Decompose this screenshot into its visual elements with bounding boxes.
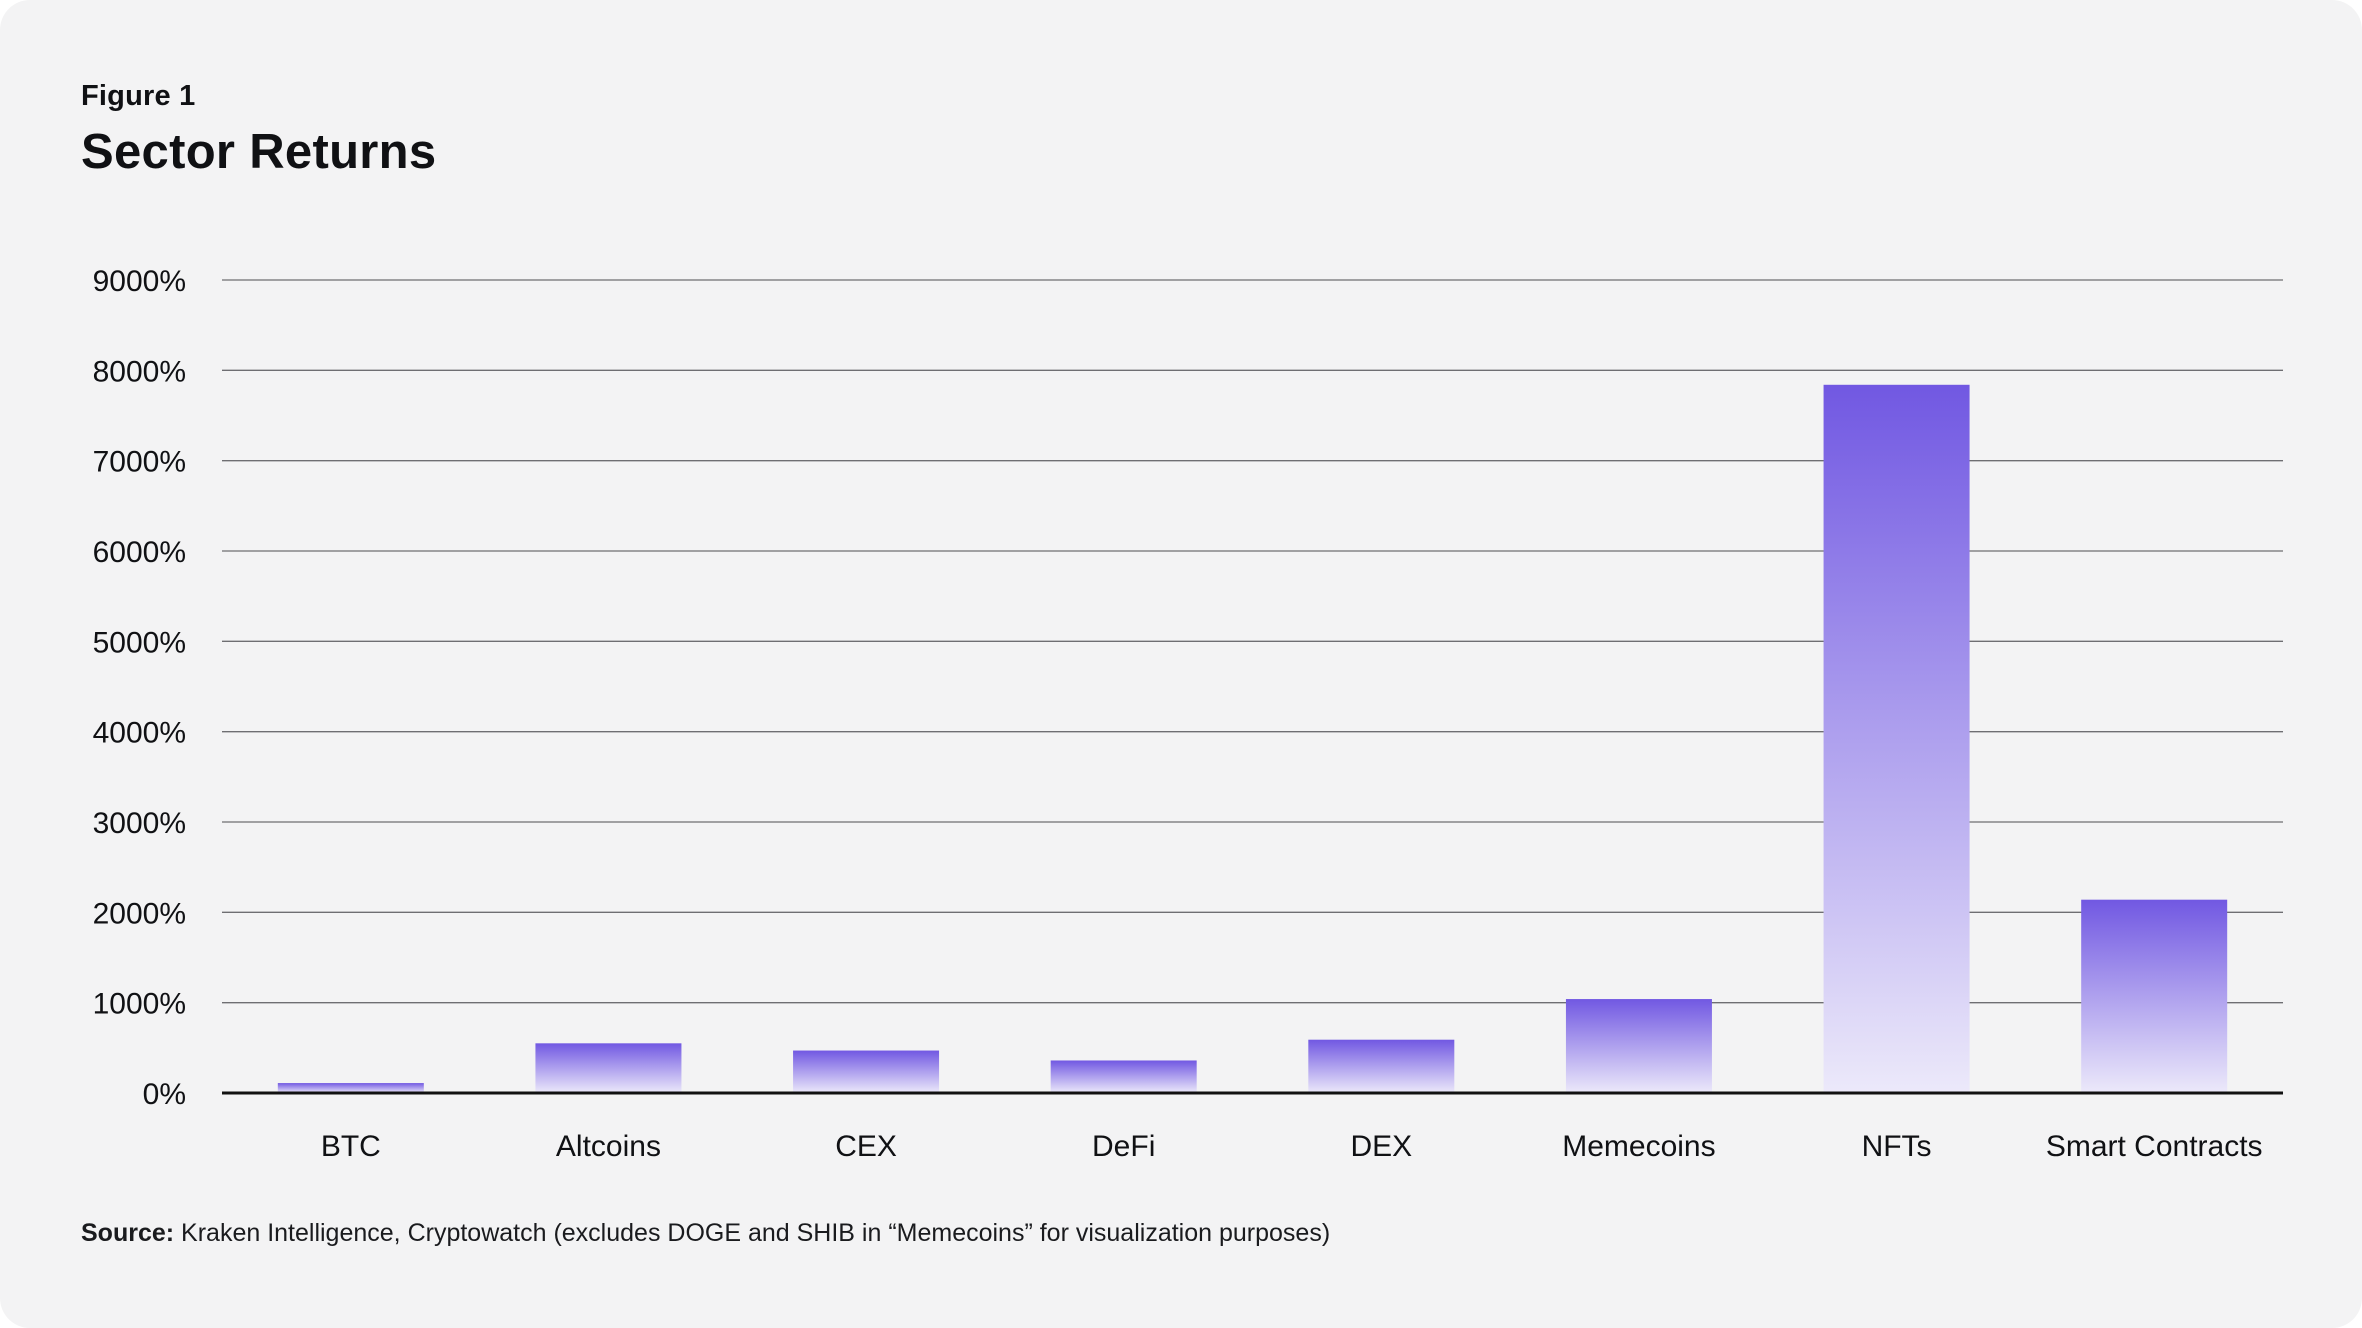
source-label: Source:	[81, 1219, 175, 1247]
y-tick-label: 8000%	[93, 355, 186, 388]
y-tick-label: 9000%	[93, 265, 186, 298]
figure-label: Figure 1	[81, 80, 196, 112]
x-tick-label: Smart Contracts	[2046, 1130, 2263, 1163]
bar-memecoins	[1565, 999, 1712, 1093]
x-tick-label: Altcoins	[556, 1130, 661, 1163]
source-text: Kraken Intelligence, Cryptowatch (exclud…	[174, 1219, 1331, 1247]
x-tick-label: Memecoins	[1562, 1130, 1715, 1163]
x-tick-label: DEX	[1350, 1130, 1412, 1163]
gridlines	[222, 279, 2283, 1004]
y-tick-label: 0%	[143, 1078, 186, 1111]
bar-cex	[793, 1050, 940, 1093]
y-tick-label: 7000%	[93, 446, 186, 479]
y-tick-label: 5000%	[93, 626, 186, 659]
y-tick-label: 2000%	[93, 897, 186, 930]
bar-dex	[1308, 1039, 1455, 1093]
y-tick-label: 3000%	[93, 807, 186, 840]
x-tick-label: NFTs	[1862, 1130, 1932, 1163]
x-tick-label: CEX	[835, 1130, 897, 1163]
bar-nfts	[1823, 384, 1970, 1094]
y-tick-labels: 0% 1000% 2000% 3000% 4000% 5000% 6000% 7000% 800…	[93, 265, 186, 1111]
x-tick-label: DeFi	[1092, 1130, 1155, 1163]
y-tick-label: 1000%	[93, 988, 186, 1021]
bar-smart-contracts	[2081, 899, 2228, 1093]
x-tick-label: BTC	[321, 1130, 381, 1163]
y-tick-label: 6000%	[93, 536, 186, 569]
source-note: Source: Kraken Intelligence, Cryptowatch…	[81, 1219, 1330, 1248]
y-tick-label: 4000%	[93, 717, 186, 750]
bar-defi	[1050, 1060, 1197, 1093]
chart-title: Sector Returns	[81, 125, 437, 179]
bar-btc	[277, 1083, 424, 1093]
bars	[277, 384, 2228, 1094]
bar-altcoins	[535, 1043, 682, 1093]
x-tick-labels: BTC Altcoins CEX DeFi DEX Memecoins NFTs Smart …	[321, 1130, 2263, 1163]
